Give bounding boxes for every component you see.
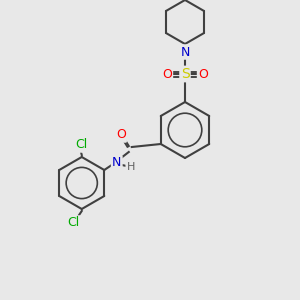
- Text: O: O: [198, 68, 208, 80]
- Text: Cl: Cl: [76, 139, 88, 152]
- Text: O: O: [116, 128, 126, 142]
- Text: Cl: Cl: [68, 217, 80, 230]
- Text: H: H: [127, 162, 135, 172]
- Text: N: N: [180, 46, 190, 59]
- Text: S: S: [181, 67, 189, 81]
- Text: N: N: [112, 157, 122, 169]
- Text: O: O: [162, 68, 172, 80]
